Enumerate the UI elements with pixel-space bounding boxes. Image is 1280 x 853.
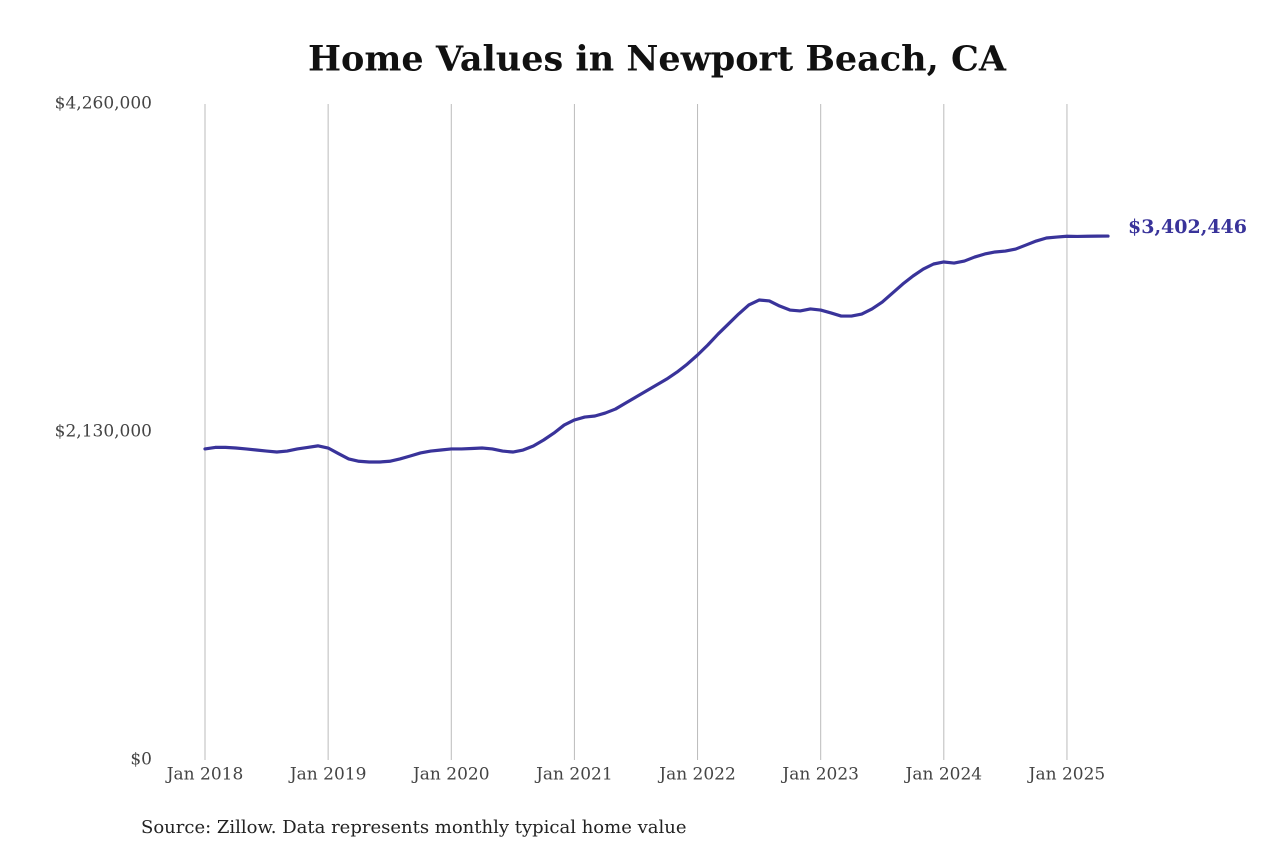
x-tick-label: Jan 2018 xyxy=(165,765,244,785)
x-tick-label: Jan 2022 xyxy=(657,765,736,785)
value-label: $3,402,446 xyxy=(1128,216,1247,238)
chart-title: Home Values in Newport Beach, CA xyxy=(308,39,1007,80)
x-tick-label: Jan 2023 xyxy=(780,765,859,785)
source-note: Source: Zillow. Data represents monthly … xyxy=(141,817,687,838)
x-tick-label: Jan 2025 xyxy=(1027,765,1106,785)
x-tick-label: Jan 2020 xyxy=(411,765,490,785)
y-tick-label: $2,130,000 xyxy=(55,422,152,442)
x-tick-label: Jan 2024 xyxy=(904,765,983,785)
x-tick-label: Jan 2021 xyxy=(534,765,613,785)
y-tick-label: $0 xyxy=(130,750,152,770)
line-series xyxy=(203,234,1110,464)
y-tick-label: $4,260,000 xyxy=(55,94,152,114)
x-tick-label: Jan 2019 xyxy=(288,765,367,785)
